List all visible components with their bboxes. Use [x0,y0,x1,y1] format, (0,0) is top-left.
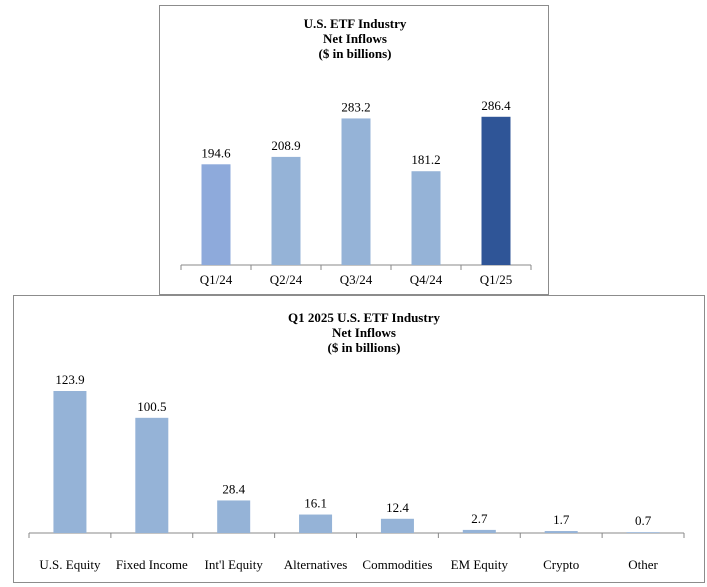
bottom-chart-panel: Q1 2025 U.S. ETF Industry Net Inflows ($… [13,295,705,583]
x-tick-label: Q3/24 [340,272,373,287]
top-chart-panel: U.S. ETF Industry Net Inflows ($ in bill… [159,5,549,295]
bottom-chart-title-line-2: Net Inflows [332,325,396,340]
x-tick-label: Q1/24 [200,272,233,287]
bar-value-label: 28.4 [222,481,245,496]
x-tick-label: Int'l Equity [205,557,264,572]
bar-value-label: 123.9 [55,372,84,387]
x-tick-label: Q1/25 [480,272,513,287]
bar-5 [380,518,414,533]
x-tick-label: Alternatives [284,557,348,572]
bar-value-label: 16.1 [304,496,327,511]
bar-3 [217,500,251,533]
top-chart-title-line-1: U.S. ETF Industry [304,16,407,31]
x-tick-label: U.S. Equity [39,557,101,572]
bar-value-label: 1.7 [553,512,570,527]
bar-3 [341,118,371,265]
x-tick-label: Fixed Income [116,557,188,572]
bottom-chart-title-line-3: ($ in billions) [328,340,401,355]
bar-value-label: 100.5 [137,399,166,414]
bottom-chart-title-line-1: Q1 2025 U.S. ETF Industry [288,310,440,325]
bar-value-label: 181.2 [411,152,440,167]
bar-4 [299,514,333,533]
top-chart-title-line-2: Net Inflows [323,31,387,46]
bar-value-label: 12.4 [386,500,409,515]
bar-8 [626,532,660,533]
bar-6 [462,529,496,533]
x-tick-label: Other [628,557,658,572]
bar-1 [201,164,231,265]
bar-value-label: 286.4 [481,98,511,113]
bar-2 [135,417,169,533]
x-tick-label: EM Equity [451,557,509,572]
bottom-chart: Q1 2025 U.S. ETF Industry Net Inflows ($… [28,310,685,572]
bar-4 [411,171,441,265]
bar-1 [53,390,87,533]
top-chart: U.S. ETF Industry Net Inflows ($ in bill… [180,16,532,287]
bar-5 [481,116,511,266]
bar-value-label: 194.6 [201,145,231,160]
x-tick-label: Crypto [543,557,579,572]
bar-7 [544,531,578,533]
bar-value-label: 2.7 [471,511,488,526]
bar-value-label: 208.9 [271,138,300,153]
bar-value-label: 283.2 [341,99,370,114]
x-tick-label: Commodities [362,557,432,572]
x-tick-label: Q2/24 [270,272,303,287]
top-chart-title-line-3: ($ in billions) [319,46,392,61]
bar-value-label: 0.7 [635,513,652,528]
x-tick-label: Q4/24 [410,272,443,287]
bar-2 [271,156,301,265]
